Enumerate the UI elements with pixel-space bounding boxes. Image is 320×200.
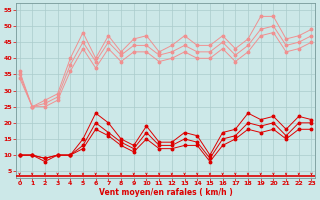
X-axis label: Vent moyen/en rafales ( km/h ): Vent moyen/en rafales ( km/h )	[99, 188, 232, 197]
